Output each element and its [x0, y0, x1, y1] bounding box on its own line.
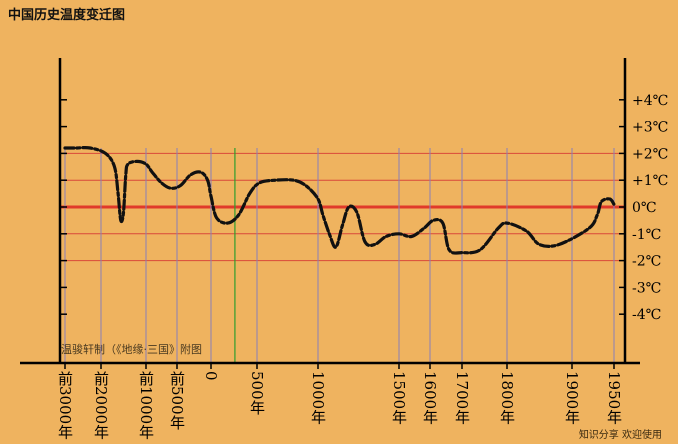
data-point — [206, 179, 209, 181]
data-point — [89, 147, 91, 149]
data-point — [448, 249, 451, 251]
data-point — [237, 214, 240, 216]
data-point — [113, 166, 116, 168]
data-point — [160, 182, 163, 184]
data-point — [373, 243, 376, 246]
data-point — [410, 235, 413, 238]
data-point — [335, 246, 337, 248]
data-point — [356, 211, 358, 214]
data-point — [423, 227, 425, 230]
y-tick-label: +3℃ — [632, 120, 668, 136]
y-tick-label: +2℃ — [632, 146, 668, 162]
data-point — [274, 179, 277, 181]
data-point — [292, 179, 295, 181]
data-point — [609, 198, 611, 200]
data-point — [136, 160, 138, 163]
data-point — [122, 211, 125, 214]
axes — [20, 58, 640, 369]
data-point — [317, 198, 319, 200]
data-point — [215, 216, 218, 219]
source-note: 温骏轩制（《地缘·三国》附图 — [61, 343, 202, 356]
data-point — [179, 184, 182, 187]
chart-title: 中国历史温度变迁图 — [8, 8, 126, 23]
data-point — [600, 200, 603, 203]
x-tick-label: 500年 — [248, 371, 266, 415]
data-point — [151, 171, 153, 173]
data-point — [385, 235, 387, 238]
data-point — [432, 219, 435, 222]
y-tick-label: -3℃ — [632, 280, 661, 296]
data-point — [596, 214, 598, 216]
y-tick-label: -2℃ — [632, 254, 661, 270]
data-point — [248, 192, 251, 195]
x-tick-label: 0 — [202, 371, 220, 381]
data-point — [305, 184, 307, 187]
series-temperature — [63, 146, 616, 255]
data-point — [322, 214, 324, 216]
x-tick-label: 1700年 — [453, 371, 471, 424]
data-point — [558, 243, 560, 246]
vertical-gridlines — [64, 148, 615, 363]
data-point — [613, 203, 615, 206]
data-point — [364, 241, 366, 243]
data-point — [328, 233, 331, 235]
x-tick-labels: 前3000年 前2000年 前1000年 前500年 0 500年 1000年 1500年 16… — [56, 371, 623, 439]
x-tick-label: 前3000年 — [56, 371, 74, 439]
x-tick-label: 1950年 — [605, 371, 623, 424]
data-point — [210, 195, 212, 198]
y-tick-label: -4℃ — [632, 307, 661, 323]
data-point — [120, 219, 122, 222]
x-tick-label: 前500年 — [168, 371, 186, 430]
y-tick-labels: +4℃ +3℃ +2℃ +1℃ 0℃ -1℃ -2℃ -3℃ -4℃ — [632, 93, 668, 323]
y-tick-label: -1℃ — [632, 227, 661, 243]
data-point — [124, 174, 127, 176]
x-tick-label: 1000年 — [309, 371, 327, 424]
data-point — [347, 206, 350, 208]
data-point — [117, 192, 119, 195]
data-point — [258, 182, 261, 184]
data-point — [104, 152, 107, 155]
data-point — [461, 251, 463, 254]
temperature-curve — [63, 146, 616, 255]
data-point — [145, 163, 147, 165]
data-point — [497, 227, 499, 230]
data-point — [525, 230, 528, 232]
data-point — [506, 222, 508, 224]
y-tick-label: +4℃ — [632, 93, 668, 109]
data-point — [64, 147, 66, 149]
data-point — [226, 222, 229, 224]
data-point — [588, 227, 590, 230]
x-tick-label: 1900年 — [563, 371, 581, 424]
data-point — [170, 187, 172, 190]
data-point — [479, 249, 481, 251]
x-tick-label: 前2000年 — [92, 371, 110, 439]
data-point — [538, 243, 541, 246]
watermark: 知识分享 欢迎使用 — [578, 430, 662, 441]
x-tick-label: 前1000年 — [137, 371, 155, 439]
y-tick-label: +1℃ — [632, 173, 668, 189]
data-point — [442, 222, 444, 224]
data-point — [341, 224, 344, 227]
x-tick-label: 1600年 — [421, 371, 439, 424]
data-point — [127, 163, 129, 165]
x-tick-label: 1500年 — [390, 371, 408, 424]
x-tick-label: 1800年 — [498, 371, 516, 424]
data-point — [189, 174, 192, 176]
data-point — [200, 171, 202, 173]
y-tick-label: 0℃ — [632, 200, 657, 216]
data-point — [398, 233, 400, 235]
data-point — [75, 147, 77, 149]
